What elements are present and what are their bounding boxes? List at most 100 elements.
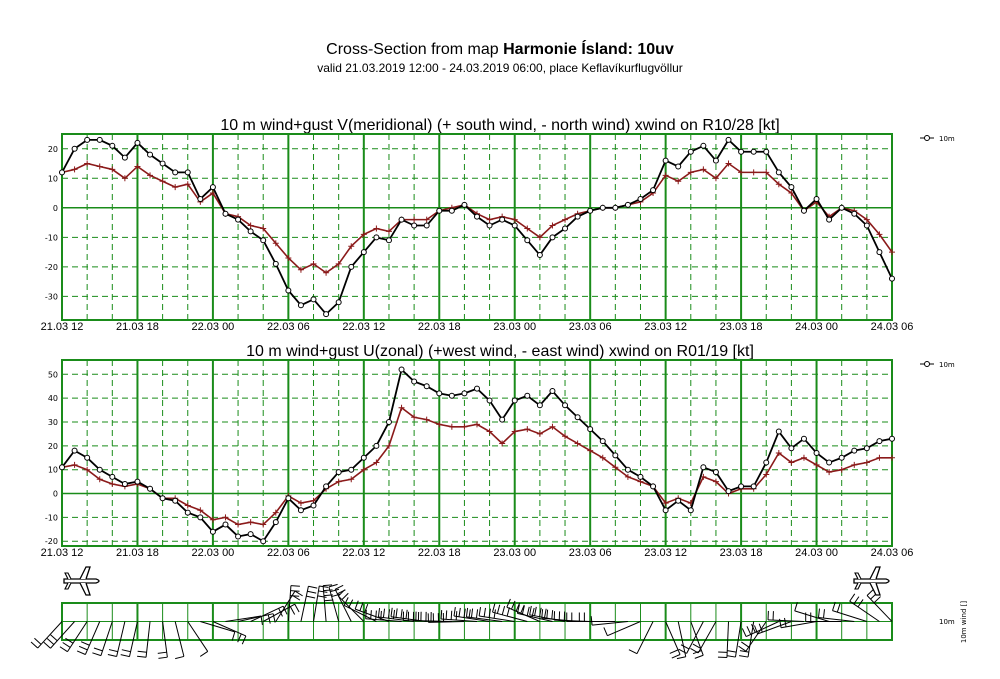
gust-point [297,266,304,273]
wind-barb-feather [455,611,458,621]
mean-point [511,397,518,404]
wind-barb-feather [328,583,338,588]
wind-barb-feather [175,655,185,660]
gust-point [109,166,116,173]
gust-point [889,454,895,461]
wind-barb-feather [546,609,549,619]
legend-marker [924,135,930,141]
wind-barb-feather [364,603,369,613]
wind-barb-feather [669,649,679,654]
wind-barb-feather [849,593,856,602]
mean-point [436,207,443,214]
mean-point [121,154,128,161]
mean-point [863,222,870,229]
wind-barb-feather [65,637,74,644]
wind-barb-feather [754,625,759,635]
mean-point [536,252,543,259]
wind-barb-feather [526,606,530,616]
gust-point [197,507,204,514]
title-prefix: Cross-Section from map [326,41,504,58]
mean-point [511,222,518,229]
wind-barb-feather [445,610,448,620]
gust-point [750,169,757,176]
wind-barb [781,621,817,629]
wind-barb-feather [453,607,456,617]
wind-barb [492,611,528,622]
mean-point [826,459,833,466]
mean-point [448,392,455,399]
wind-barb-feather [590,616,593,626]
wind-barb-feather [30,641,39,649]
mean-point [398,366,405,373]
wind-barb-feather [324,599,334,602]
wind-barb-feather [676,656,686,660]
mean-point [398,216,405,223]
wind-barb-feather [290,595,300,597]
gust-point [222,514,229,521]
y-tick-label: 0 [53,204,58,213]
mean-point [876,438,883,445]
mean-point [687,148,694,155]
plane-body [853,578,890,584]
wind-barb-feather [551,610,554,620]
wind-barb-feather [323,589,333,592]
wind-barb-feather [390,607,393,617]
gust-point [826,469,833,476]
x-tick-label: 21.03 18 [116,547,159,559]
wind-barb [328,586,340,622]
gust-point [800,454,807,461]
wind-barb-feather [628,649,638,655]
gust-point [863,459,870,466]
wind-barb [441,618,478,622]
y-tick-label: -10 [45,233,58,242]
gust-point [486,428,493,435]
gust-point [423,216,430,223]
mean-point [499,416,506,423]
wind-barb-feather [521,605,525,615]
mean-point [700,464,707,471]
wind-barb [697,621,717,654]
wind-barb [592,621,628,626]
gust-point [549,423,556,430]
mean-point [222,210,229,217]
wind-barb-feather [34,637,42,645]
wind-barb [200,621,235,633]
wind-barb-feather [267,614,271,624]
wind-barb-feather [493,609,496,619]
gust-point [272,240,279,247]
title-map-name: Harmonie Ísland: 10uv [503,41,674,58]
x-tick-label: 22.03 18 [418,321,461,333]
wind-barb-feather [260,615,263,625]
mean-point [385,237,392,244]
wind-barb-feather [80,641,90,646]
wind-barb [116,621,126,657]
gust-point [247,519,254,526]
wind-barb-feather [511,600,516,610]
mean-point [348,263,355,270]
x-tick-label: 22.03 00 [191,547,234,559]
wind-barb [212,621,247,637]
mean-point [587,207,594,214]
wind-barb-feather [241,635,247,645]
zonal-wind-chart: 10 m wind+gust U(zonal) (+west wind, - e… [41,343,955,559]
wind-barb-feather [289,606,296,615]
mean-point [310,502,317,509]
gust-point [172,184,179,191]
gust-point [272,509,279,516]
mean-point [360,454,367,461]
gust-point [260,521,267,528]
plane-body [63,578,100,584]
y-tick-label: 20 [48,442,58,451]
wind-barb-feather [78,645,88,651]
mean-point [260,237,267,244]
wind-barb-feather [758,623,763,633]
mean-point [96,136,103,143]
wind-barb [517,612,553,622]
mean-point [650,187,657,194]
gust-point [348,476,355,483]
mean-point [662,157,669,164]
wind-barb [237,613,274,622]
x-tick-label: 22.03 06 [267,321,310,333]
wind-barb-feather [741,641,750,648]
mean-point [612,452,619,459]
